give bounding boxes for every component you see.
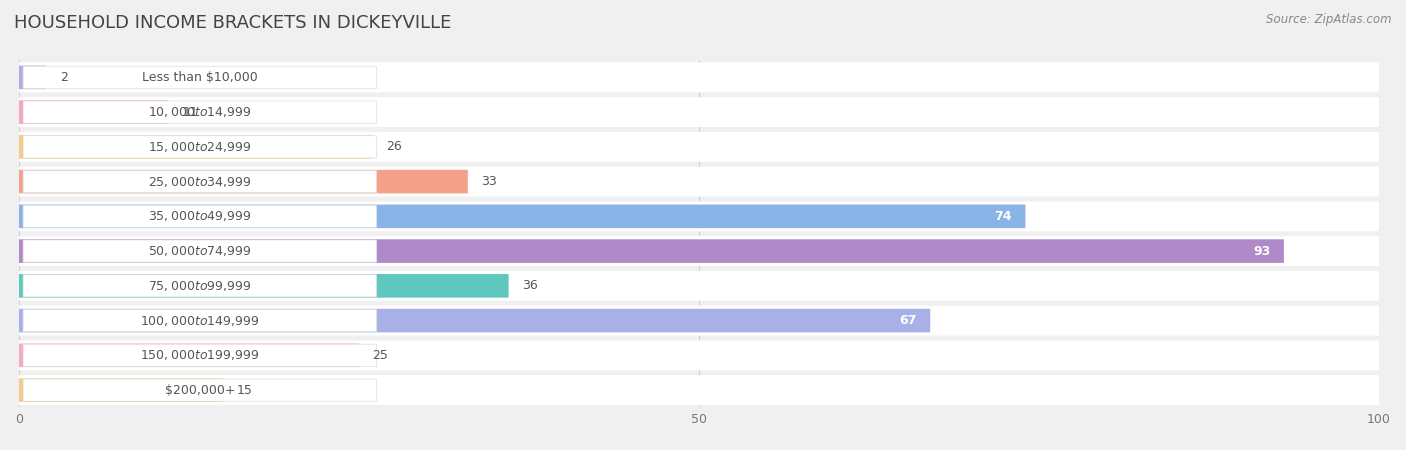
FancyBboxPatch shape [20,170,468,194]
FancyBboxPatch shape [22,205,377,227]
FancyBboxPatch shape [20,66,46,89]
FancyBboxPatch shape [20,132,1379,162]
Text: Less than $10,000: Less than $10,000 [142,71,257,84]
Text: $25,000 to $34,999: $25,000 to $34,999 [148,175,252,189]
Text: $50,000 to $74,999: $50,000 to $74,999 [148,244,252,258]
FancyBboxPatch shape [20,271,1379,301]
Text: $35,000 to $49,999: $35,000 to $49,999 [148,209,252,223]
FancyBboxPatch shape [20,63,1379,92]
FancyBboxPatch shape [20,309,931,333]
Text: 25: 25 [373,349,388,362]
Text: $200,000+: $200,000+ [165,383,235,396]
Text: $15,000 to $24,999: $15,000 to $24,999 [148,140,252,154]
FancyBboxPatch shape [22,101,377,123]
FancyBboxPatch shape [22,66,377,89]
FancyBboxPatch shape [20,100,169,124]
FancyBboxPatch shape [20,343,359,367]
FancyBboxPatch shape [22,310,377,332]
FancyBboxPatch shape [20,205,1025,228]
FancyBboxPatch shape [20,135,373,159]
FancyBboxPatch shape [20,202,1379,231]
Text: 15: 15 [236,383,253,396]
FancyBboxPatch shape [22,136,377,158]
Text: HOUSEHOLD INCOME BRACKETS IN DICKEYVILLE: HOUSEHOLD INCOME BRACKETS IN DICKEYVILLE [14,14,451,32]
FancyBboxPatch shape [22,344,377,366]
FancyBboxPatch shape [20,97,1379,127]
Text: 93: 93 [1253,245,1270,257]
Text: $100,000 to $149,999: $100,000 to $149,999 [141,314,260,328]
FancyBboxPatch shape [20,306,1379,336]
FancyBboxPatch shape [20,166,1379,197]
Text: $75,000 to $99,999: $75,000 to $99,999 [148,279,252,293]
Text: 11: 11 [183,106,198,119]
FancyBboxPatch shape [20,378,224,402]
Text: $10,000 to $14,999: $10,000 to $14,999 [148,105,252,119]
FancyBboxPatch shape [22,171,377,193]
Text: $150,000 to $199,999: $150,000 to $199,999 [141,348,260,362]
FancyBboxPatch shape [22,379,377,401]
Text: Source: ZipAtlas.com: Source: ZipAtlas.com [1267,14,1392,27]
FancyBboxPatch shape [20,236,1379,266]
Text: 33: 33 [481,175,498,188]
FancyBboxPatch shape [22,240,377,262]
Text: 36: 36 [522,279,538,292]
FancyBboxPatch shape [22,274,377,297]
Text: 74: 74 [994,210,1012,223]
FancyBboxPatch shape [20,239,1284,263]
FancyBboxPatch shape [20,375,1379,405]
FancyBboxPatch shape [20,340,1379,370]
Text: 2: 2 [60,71,67,84]
Text: 67: 67 [900,314,917,327]
FancyBboxPatch shape [20,274,509,297]
Text: 26: 26 [387,140,402,153]
